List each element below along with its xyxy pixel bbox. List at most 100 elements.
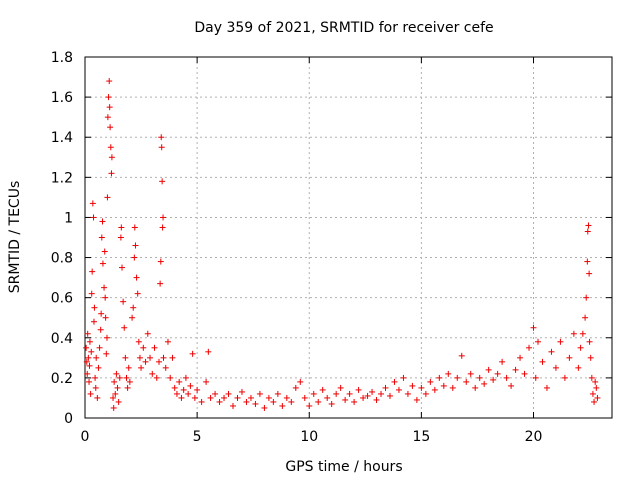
data-point	[107, 144, 114, 151]
data-point	[99, 218, 106, 225]
data-point	[106, 78, 113, 85]
data-point	[101, 284, 108, 291]
data-point	[103, 334, 110, 341]
data-point	[494, 370, 501, 377]
data-point	[104, 114, 111, 121]
data-point	[98, 310, 105, 317]
data-point	[88, 290, 95, 297]
data-point	[102, 314, 109, 321]
data-point	[445, 370, 452, 377]
data-point	[557, 338, 564, 345]
y-tick-label: 0.4	[51, 331, 73, 347]
data-point	[104, 194, 111, 201]
data-point	[310, 390, 317, 397]
data-point	[153, 374, 160, 381]
y-axis-label: SRMTID / TECUs	[7, 181, 23, 294]
data-point	[140, 344, 147, 351]
data-point	[225, 390, 232, 397]
data-point	[440, 382, 447, 389]
data-point	[256, 390, 263, 397]
data-point	[342, 396, 349, 403]
data-point	[151, 344, 158, 351]
data-point	[588, 374, 595, 381]
data-point	[530, 324, 537, 331]
y-tick-label: 1.2	[51, 170, 73, 186]
data-point	[583, 294, 590, 301]
data-point	[130, 304, 137, 311]
data-point	[160, 214, 167, 221]
data-point	[187, 382, 194, 389]
data-point	[561, 374, 568, 381]
data-point	[158, 144, 165, 151]
data-point	[212, 390, 219, 397]
data-point	[173, 390, 180, 397]
data-point	[373, 396, 380, 403]
data-point	[592, 378, 599, 385]
data-point	[458, 352, 465, 359]
data-point	[115, 398, 122, 405]
data-point	[543, 384, 550, 391]
data-point	[178, 394, 185, 401]
data-point	[395, 386, 402, 393]
data-point	[351, 398, 358, 405]
data-point	[476, 374, 483, 381]
data-point	[288, 398, 295, 405]
data-point	[159, 224, 166, 231]
data-point	[548, 348, 555, 355]
data-point	[101, 248, 108, 255]
chart-title: Day 359 of 2021, SRMTID for receiver cef…	[194, 20, 493, 36]
data-point	[503, 374, 510, 381]
data-point	[369, 388, 376, 395]
data-point	[136, 354, 143, 361]
data-points	[83, 78, 601, 411]
data-point	[83, 344, 90, 351]
data-point	[418, 384, 425, 391]
data-point	[575, 364, 582, 371]
data-point	[265, 394, 272, 401]
data-point	[589, 390, 596, 397]
x-tick-label: 10	[300, 429, 318, 445]
data-point	[499, 358, 506, 365]
x-tick-label: 0	[81, 429, 90, 445]
data-point	[582, 314, 589, 321]
data-point	[144, 330, 151, 337]
data-point	[182, 374, 189, 381]
data-point	[301, 394, 308, 401]
data-point	[103, 350, 110, 357]
y-tick-label: 0	[64, 411, 73, 427]
data-point	[386, 392, 393, 399]
data-point	[160, 354, 167, 361]
data-point	[169, 354, 176, 361]
data-point	[138, 364, 145, 371]
data-point	[324, 394, 331, 401]
data-point	[431, 386, 438, 393]
data-point	[176, 378, 183, 385]
data-point	[185, 390, 192, 397]
data-point	[157, 258, 164, 265]
data-point	[96, 344, 103, 351]
data-point	[98, 234, 105, 241]
data-point	[131, 254, 138, 261]
data-point	[87, 390, 94, 397]
data-point	[526, 344, 533, 351]
data-point	[102, 294, 109, 301]
tick-labels: 0 5 10 15 20 0 0.2 0.4 0.6 0.8 1 1.2 1.4 1.6 1.8	[51, 50, 543, 445]
data-point	[292, 384, 299, 391]
data-point	[180, 386, 187, 393]
data-point	[463, 378, 470, 385]
data-point	[162, 364, 169, 371]
data-point	[116, 374, 123, 381]
data-point	[95, 364, 102, 371]
data-point	[584, 228, 591, 235]
data-point	[125, 364, 132, 371]
y-tick-label: 0.6	[51, 291, 73, 307]
y-tick-label: 1	[64, 210, 73, 226]
data-point	[113, 370, 120, 377]
data-point	[467, 370, 474, 377]
data-point	[404, 390, 411, 397]
data-point	[413, 396, 420, 403]
grid-lines	[85, 57, 612, 418]
data-point	[594, 394, 601, 401]
